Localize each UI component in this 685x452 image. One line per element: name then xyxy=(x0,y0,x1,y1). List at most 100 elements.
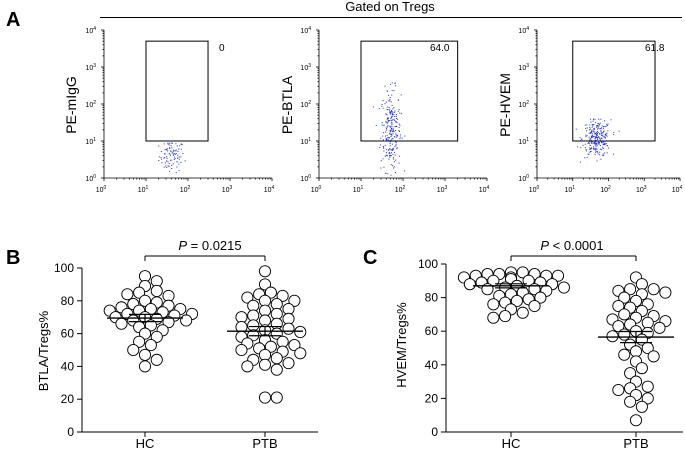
event-dot xyxy=(389,130,391,132)
event-dot xyxy=(398,109,400,111)
event-dot xyxy=(602,153,604,155)
gate-rectangle xyxy=(145,40,209,142)
event-dot xyxy=(161,158,163,160)
event-dot xyxy=(388,107,390,109)
flow-x-tick-label: 100 xyxy=(96,185,107,194)
event-dot xyxy=(594,153,596,155)
event-dot xyxy=(169,147,171,149)
event-dot xyxy=(603,136,605,138)
event-dot xyxy=(395,141,397,143)
event-dot xyxy=(391,143,393,145)
event-dot xyxy=(388,94,390,96)
event-dot xyxy=(171,152,173,154)
event-dot xyxy=(604,152,606,154)
data-point xyxy=(528,299,541,313)
data-point xyxy=(162,316,175,329)
event-dot xyxy=(398,162,400,164)
event-dot xyxy=(596,134,598,136)
event-dot xyxy=(390,117,392,119)
event-dot xyxy=(591,136,593,138)
event-dot xyxy=(598,118,600,120)
event-dot xyxy=(391,90,393,92)
event-dot xyxy=(595,145,597,147)
event-dot xyxy=(383,132,385,134)
event-dot xyxy=(164,157,166,159)
event-dot xyxy=(596,160,598,162)
data-point xyxy=(618,308,631,321)
panel-letter-b: B xyxy=(6,247,20,269)
event-dot xyxy=(382,145,384,147)
event-dot xyxy=(394,154,396,156)
event-dot xyxy=(390,83,392,85)
event-dot xyxy=(392,148,394,150)
event-dot xyxy=(603,131,605,133)
category-label-hc: HC xyxy=(502,436,521,451)
event-dot xyxy=(395,159,397,161)
event-dot xyxy=(592,135,594,137)
data-point xyxy=(235,343,248,357)
event-dot xyxy=(397,134,399,136)
data-point xyxy=(241,360,254,373)
event-dot xyxy=(604,140,606,142)
event-dot xyxy=(386,90,388,92)
event-dot xyxy=(596,144,598,146)
data-point xyxy=(635,278,648,291)
p-value-label: P = 0.0215 xyxy=(178,238,241,253)
event-dot xyxy=(390,155,392,157)
event-dot xyxy=(404,135,406,137)
event-dot xyxy=(594,141,596,143)
event-dot xyxy=(167,143,169,145)
event-dot xyxy=(395,85,397,87)
event-dot xyxy=(390,133,392,135)
event-dot xyxy=(396,147,398,149)
event-dot xyxy=(386,137,388,139)
event-dot xyxy=(170,142,172,144)
event-dot xyxy=(587,153,589,155)
event-dot xyxy=(389,113,391,115)
event-dot xyxy=(391,149,393,151)
data-point xyxy=(624,367,637,380)
event-dot xyxy=(595,133,597,135)
event-dot xyxy=(383,140,385,142)
event-dot xyxy=(595,135,597,137)
event-dot xyxy=(395,134,397,136)
event-dot xyxy=(387,119,389,121)
event-dot xyxy=(400,113,402,115)
event-dot xyxy=(599,148,601,150)
tick-exponent: 0 xyxy=(93,174,96,180)
event-dot xyxy=(603,141,605,143)
event-dot xyxy=(606,145,608,147)
category-label-ptb: PTB xyxy=(623,436,648,451)
event-dot xyxy=(589,138,591,140)
event-dot xyxy=(383,146,385,148)
panel-letter-a: A xyxy=(6,9,20,31)
event-dot xyxy=(383,166,385,168)
event-dot xyxy=(383,124,385,126)
event-dot xyxy=(385,149,387,151)
event-dot xyxy=(600,130,602,132)
data-point xyxy=(144,339,157,352)
data-point xyxy=(294,347,307,360)
event-dot xyxy=(600,158,602,160)
event-dot xyxy=(396,117,397,119)
event-dot xyxy=(394,172,396,174)
event-dot xyxy=(588,139,590,141)
event-dot xyxy=(391,104,393,106)
event-dot xyxy=(596,139,598,141)
event-dot xyxy=(174,158,176,160)
event-dot xyxy=(600,131,602,133)
flow-x-tick-label: 102 xyxy=(395,185,406,194)
flow-plot-btla: PE-BTLA 64.0 100100101101102102103103104… xyxy=(279,26,490,194)
event-dot xyxy=(394,126,396,128)
data-point xyxy=(516,306,529,319)
event-dot xyxy=(392,148,394,150)
flow-y-tick-label: 101 xyxy=(518,137,529,146)
tick-exponent: 4 xyxy=(272,185,275,191)
event-dot xyxy=(391,94,393,96)
event-dot xyxy=(171,147,173,149)
data-point xyxy=(288,339,301,352)
event-dot xyxy=(600,142,602,144)
event-dot xyxy=(610,119,612,121)
event-dot xyxy=(387,137,389,139)
event-dot xyxy=(179,145,181,147)
